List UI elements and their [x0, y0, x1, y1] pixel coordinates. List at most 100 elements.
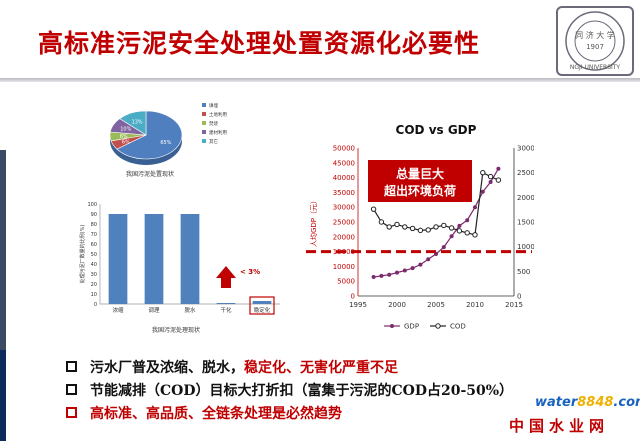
- bar-ytick: 70: [91, 232, 97, 238]
- cod-right-tick: 0: [517, 293, 521, 301]
- gdp-point: [402, 268, 407, 273]
- cod-left-tick: 10000: [333, 263, 355, 271]
- cod-left-tick: 25000: [333, 219, 355, 227]
- bar-ytick: 20: [91, 282, 97, 288]
- cod-gdp-chart: COD vs GDP050001000015000200002500030000…: [306, 123, 546, 331]
- pie-legend-label: 土地利用: [209, 111, 227, 118]
- bullet-text: 高标准、高品质、全链条处理是必然趋势: [90, 406, 342, 422]
- title-divider: [0, 78, 640, 82]
- bar-ytick: 100: [87, 202, 97, 208]
- pie-slice-label: 6%: [122, 139, 130, 145]
- bar: [108, 214, 128, 304]
- cod-point: [487, 173, 494, 180]
- pie-slice-label: 13%: [132, 119, 143, 125]
- bullet-box-icon: [66, 361, 77, 372]
- gdp-point: [426, 257, 431, 262]
- cod-point: [394, 221, 400, 228]
- gdp-point: [449, 234, 454, 239]
- gdp-point: [418, 262, 423, 267]
- bar-ytick: 90: [91, 212, 97, 218]
- gdp-point: [441, 245, 446, 250]
- gdp-point: [465, 218, 470, 223]
- callout-box: [368, 160, 472, 202]
- cod-xtick: 2010: [466, 301, 484, 309]
- bar-chart-panel: 处理污泥厂数量的比例(%) 0 10 20 30 40 50 60 70 80 90 100 浓缩 调理 脱…: [78, 198, 284, 336]
- cod-point: [464, 230, 470, 236]
- cod-right-tick: 3000: [517, 145, 534, 153]
- cod-left-tick: 5000: [337, 278, 355, 286]
- pie-legend-label: 填埋: [209, 102, 218, 109]
- gdp-point: [496, 166, 501, 171]
- cod-xtick: 2015: [505, 301, 523, 309]
- bar-caption: 我国污泥处理现状: [151, 327, 200, 334]
- pie-legend-swatch: [202, 139, 206, 143]
- cod-left-tick: 40000: [333, 174, 355, 182]
- cod-left-tick: 20000: [333, 233, 355, 241]
- pie-legend-label: 焚烧: [209, 120, 218, 127]
- gdp-point: [387, 272, 392, 277]
- bullet-item: 节能减排（COD）目标大打折扣（富集于污泥的COD占20-50%）: [60, 379, 620, 402]
- cod-right-tick: 1000: [517, 243, 534, 251]
- bar: [144, 214, 164, 304]
- bullet-item: 高标准、高品质、全链条处理是必然趋势: [60, 402, 620, 425]
- gdp-point: [410, 266, 415, 271]
- gdp-point: [457, 223, 462, 228]
- cod-point: [495, 177, 502, 183]
- cod-title: COD vs GDP: [396, 123, 477, 137]
- legend-cod-marker: [435, 323, 441, 329]
- bar-ytick: 30: [91, 272, 97, 278]
- svg-text:1907: 1907: [586, 43, 604, 51]
- cod-left-label: 人均GDP（元）: [309, 197, 318, 247]
- watermark-cn: 中国水业网: [509, 417, 610, 435]
- cod-point: [480, 169, 486, 176]
- watermark: water8848.com 中国水业网: [509, 391, 640, 439]
- cod-point: [386, 224, 392, 230]
- pie-slice-label: 10%: [120, 127, 131, 133]
- legend-gdp-label: GDP: [404, 323, 419, 331]
- bar: [180, 214, 200, 304]
- gdp-point: [488, 180, 493, 185]
- bar-highlight-box: [249, 296, 275, 315]
- cod-left-tick: 0: [351, 293, 355, 301]
- gdp-point: [379, 273, 384, 278]
- cod-xtick: 1995: [349, 301, 367, 309]
- bar-xtick: 脱水: [184, 306, 196, 314]
- bar-xtick: 干化: [220, 306, 232, 314]
- cod-left-tick: 30000: [333, 204, 355, 212]
- svg-text:同 济 大 学: 同 济 大 学: [575, 30, 615, 40]
- cod-left-tick: 50000: [333, 145, 355, 153]
- pie-chart-panel: 65% 6% 6% 10% 13% 填埋 土地利用 焚烧 建材利用 其它: [104, 99, 234, 175]
- bar-ytick: 60: [91, 242, 97, 248]
- cod-point: [409, 225, 416, 232]
- pie-slice-label: 6%: [120, 134, 128, 140]
- slide-title: 高标准污泥安全处理处置资源化必要性: [38, 29, 481, 58]
- cod-xtick: 2000: [388, 301, 406, 309]
- watermark-brand: water8848.com: [535, 395, 640, 410]
- bullet-box-icon: [66, 384, 77, 395]
- bar-annotation: < 3%: [240, 268, 260, 276]
- cod-point: [456, 228, 463, 234]
- cod-point: [417, 227, 424, 234]
- pie-slice-label: 65%: [160, 140, 171, 146]
- bullet-text: 污水厂普及浓缩、脱水，: [90, 360, 244, 376]
- cod-point: [472, 232, 478, 238]
- legend-cod-label: COD: [450, 323, 466, 331]
- gdp-point: [480, 189, 485, 194]
- bar-chart: 处理污泥厂数量的比例(%) 0 10 20 30 40 50 60 70 80 90 100 浓缩 调理 脱…: [79, 202, 280, 315]
- callout-line: 超出环境负荷: [383, 183, 456, 198]
- bar-ytick: 80: [91, 222, 97, 228]
- bar-ytick: 50: [91, 252, 97, 258]
- svg-text:NGJI UNIVERSITY: NGJI UNIVERSITY: [570, 64, 621, 71]
- pie-caption: 我国污泥处置现状: [125, 171, 174, 178]
- gdp-point: [395, 270, 399, 275]
- cod-right-tick: 2500: [517, 169, 534, 177]
- left-accent-bar-lower: [0, 350, 6, 441]
- pie-legend-label: 其它: [209, 138, 218, 145]
- up-arrow-icon: [216, 266, 236, 288]
- bar-xtick: 稳定化: [254, 306, 271, 314]
- pie-slice: [119, 110, 147, 136]
- pie-legend-swatch: [202, 121, 206, 125]
- cod-point: [448, 225, 455, 231]
- bullet-box-icon: [66, 407, 77, 418]
